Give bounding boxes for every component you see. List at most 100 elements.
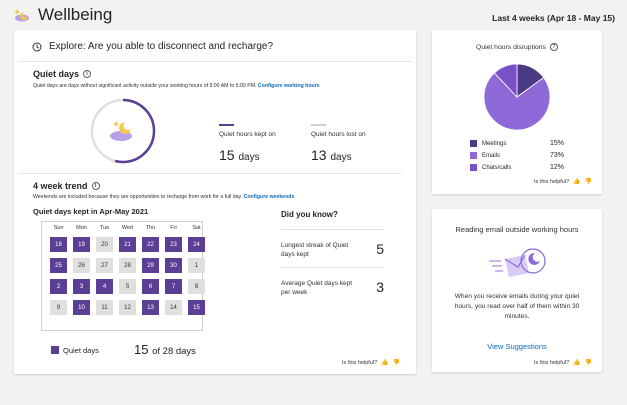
weekday-label: Thu (145, 225, 156, 231)
weekday-label: Sat (192, 225, 201, 231)
quiet-days-title-text: Quiet days (33, 69, 80, 79)
calendar-day-quiet: 13 (142, 300, 159, 315)
calendar-day-quiet: 29 (142, 258, 159, 273)
weekday-label: Tue (99, 225, 110, 231)
configure-working-hours-link[interactable]: Configure working hours (257, 83, 320, 89)
thumbs-up-icon[interactable]: 👍 (573, 179, 581, 185)
calendar-day-quiet: 21 (119, 237, 136, 252)
calendar-day-quiet: 4 (96, 279, 113, 294)
trend-title-text: 4 week trend (33, 181, 88, 191)
reading-title: Reading email outside working hours (455, 225, 579, 234)
thumbs-up-icon[interactable]: 👍 (381, 360, 389, 366)
calendar-day-quiet: 23 (165, 237, 182, 252)
legend-swatch (470, 140, 477, 147)
lost-label: Quiet hours lost on (311, 131, 366, 138)
configure-weekends-link[interactable]: Configure weekends (243, 194, 295, 200)
legend-percent: 15% (549, 140, 564, 147)
thumbs-down-icon[interactable]: 👎 (584, 360, 593, 366)
quiet-hours-kept-stat: Quiet hours kept on 15 days (219, 124, 276, 163)
reading-email-card: Reading email outside working hours When… (432, 209, 602, 372)
view-suggestions-link[interactable]: View Suggestions (487, 342, 547, 351)
disruptions-title-text: Quiet hours disruptions (476, 43, 546, 51)
pie-slice-chats-calls[interactable] (493, 63, 518, 99)
calendar-day-quiet: 2 (50, 279, 67, 294)
wellbeing-moon-icon (14, 9, 29, 22)
trend-title: 4 week trend i (33, 181, 100, 191)
explore-header: Explore: Are you able to disconnect and … (32, 41, 273, 52)
kept-label: Quiet hours kept on (219, 131, 276, 138)
calendar-day-quiet: 24 (188, 237, 205, 252)
thumbs-down-icon[interactable]: 👎 (584, 179, 593, 185)
quiet-days-description: Quiet days are days without significant … (33, 83, 320, 89)
calendar-day: 28 (119, 258, 136, 273)
calendar-day-quiet: 3 (73, 279, 90, 294)
feedback-row: Is this helpful? 👍 👎 (534, 359, 593, 367)
dyk-item-label: Longest streak of Quiet days kept (281, 242, 349, 258)
thumbs-down-icon[interactable]: 👎 (392, 360, 401, 366)
legend-label: Chats/calls (482, 164, 512, 171)
legend-item: Meetings 15% (470, 140, 564, 147)
date-range: Last 4 weeks (Apr 18 - May 15) (492, 13, 615, 23)
weekday-label: Mon (76, 225, 87, 231)
disruptions-title: Quiet hours disruptions ? (432, 43, 602, 51)
legend-label: Meetings (482, 140, 507, 147)
dyk-item: Average Quiet days kept per week 3 (281, 267, 384, 305)
dyk-item-label: Average Quiet days kept per week (281, 280, 353, 296)
quiet-days-legend-swatch (51, 346, 59, 354)
calendar-day: 5 (119, 279, 136, 294)
weekday-label: Fri (170, 225, 177, 231)
divider (18, 61, 412, 62)
disruptions-pie-chart (483, 63, 551, 131)
calendar-day-quiet: 22 (142, 237, 159, 252)
calendar-day-quiet: 6 (142, 279, 159, 294)
calendar-day-quiet: 18 (50, 237, 67, 252)
calendar-day: 12 (119, 300, 136, 315)
total-kept-number: 15 (134, 342, 149, 357)
weekday-label: Wed (121, 225, 134, 231)
trend-description-text: Weekends are included because they are o… (33, 194, 243, 200)
calendar-day: 9 (50, 300, 67, 315)
dyk-item-value: 3 (376, 279, 384, 295)
weekday-label: Sun (53, 225, 64, 231)
calendar-day-quiet: 30 (165, 258, 182, 273)
dyk-item-value: 5 (376, 241, 384, 257)
calendar-day: 27 (96, 258, 113, 273)
legend-swatch (470, 164, 477, 171)
lost-legend-bar (311, 124, 326, 126)
quiet-hours-lost-stat: Quiet hours lost on 13 days (311, 124, 366, 163)
calendar-day-quiet: 10 (73, 300, 90, 315)
total-suffix: of 28 days (152, 346, 196, 357)
calendar-day: 1 (188, 258, 205, 273)
legend-item: Emails 73% (470, 152, 564, 159)
calendar-day-quiet: 19 (73, 237, 90, 252)
help-icon[interactable]: ? (549, 43, 558, 51)
page-header: Wellbeing (12, 5, 112, 25)
lost-value: 13 days (311, 147, 366, 163)
trend-description: Weekends are included because they are o… (33, 194, 294, 200)
kept-number: 15 (219, 147, 235, 163)
lost-number: 13 (311, 147, 327, 163)
info-icon[interactable]: i (83, 70, 92, 78)
quiet-days-description-text: Quiet days are days without significant … (33, 83, 257, 89)
kept-legend-bar (219, 124, 234, 126)
pie-slice-emails[interactable] (483, 72, 551, 131)
legend-label: Emails (482, 152, 501, 159)
thumbs-up-icon[interactable]: 👍 (573, 360, 581, 366)
calendar-day-quiet: 7 (165, 279, 182, 294)
info-icon[interactable]: i (91, 182, 100, 190)
reading-description: When you receive emails during your quie… (454, 293, 580, 320)
feedback-label: Is this helpful? (342, 359, 378, 366)
lost-unit: days (330, 152, 352, 163)
dyk-item: Longest streak of Quiet days kept 5 (281, 229, 384, 267)
disruptions-card: Quiet hours disruptions ? Meetings 15% Ema… (432, 30, 602, 194)
feedback-label: Is this helpful? (534, 359, 570, 366)
calendar-day: 20 (96, 237, 113, 252)
clock-icon (32, 42, 42, 51)
email-moon-illustration (489, 248, 546, 277)
calendar-day: 8 (188, 279, 205, 294)
kept-unit: days (238, 152, 260, 163)
calendar-day: 26 (73, 258, 90, 273)
kept-value: 15 days (219, 147, 276, 163)
quiet-days-donut (90, 98, 156, 164)
page-title: Wellbeing (38, 5, 113, 24)
